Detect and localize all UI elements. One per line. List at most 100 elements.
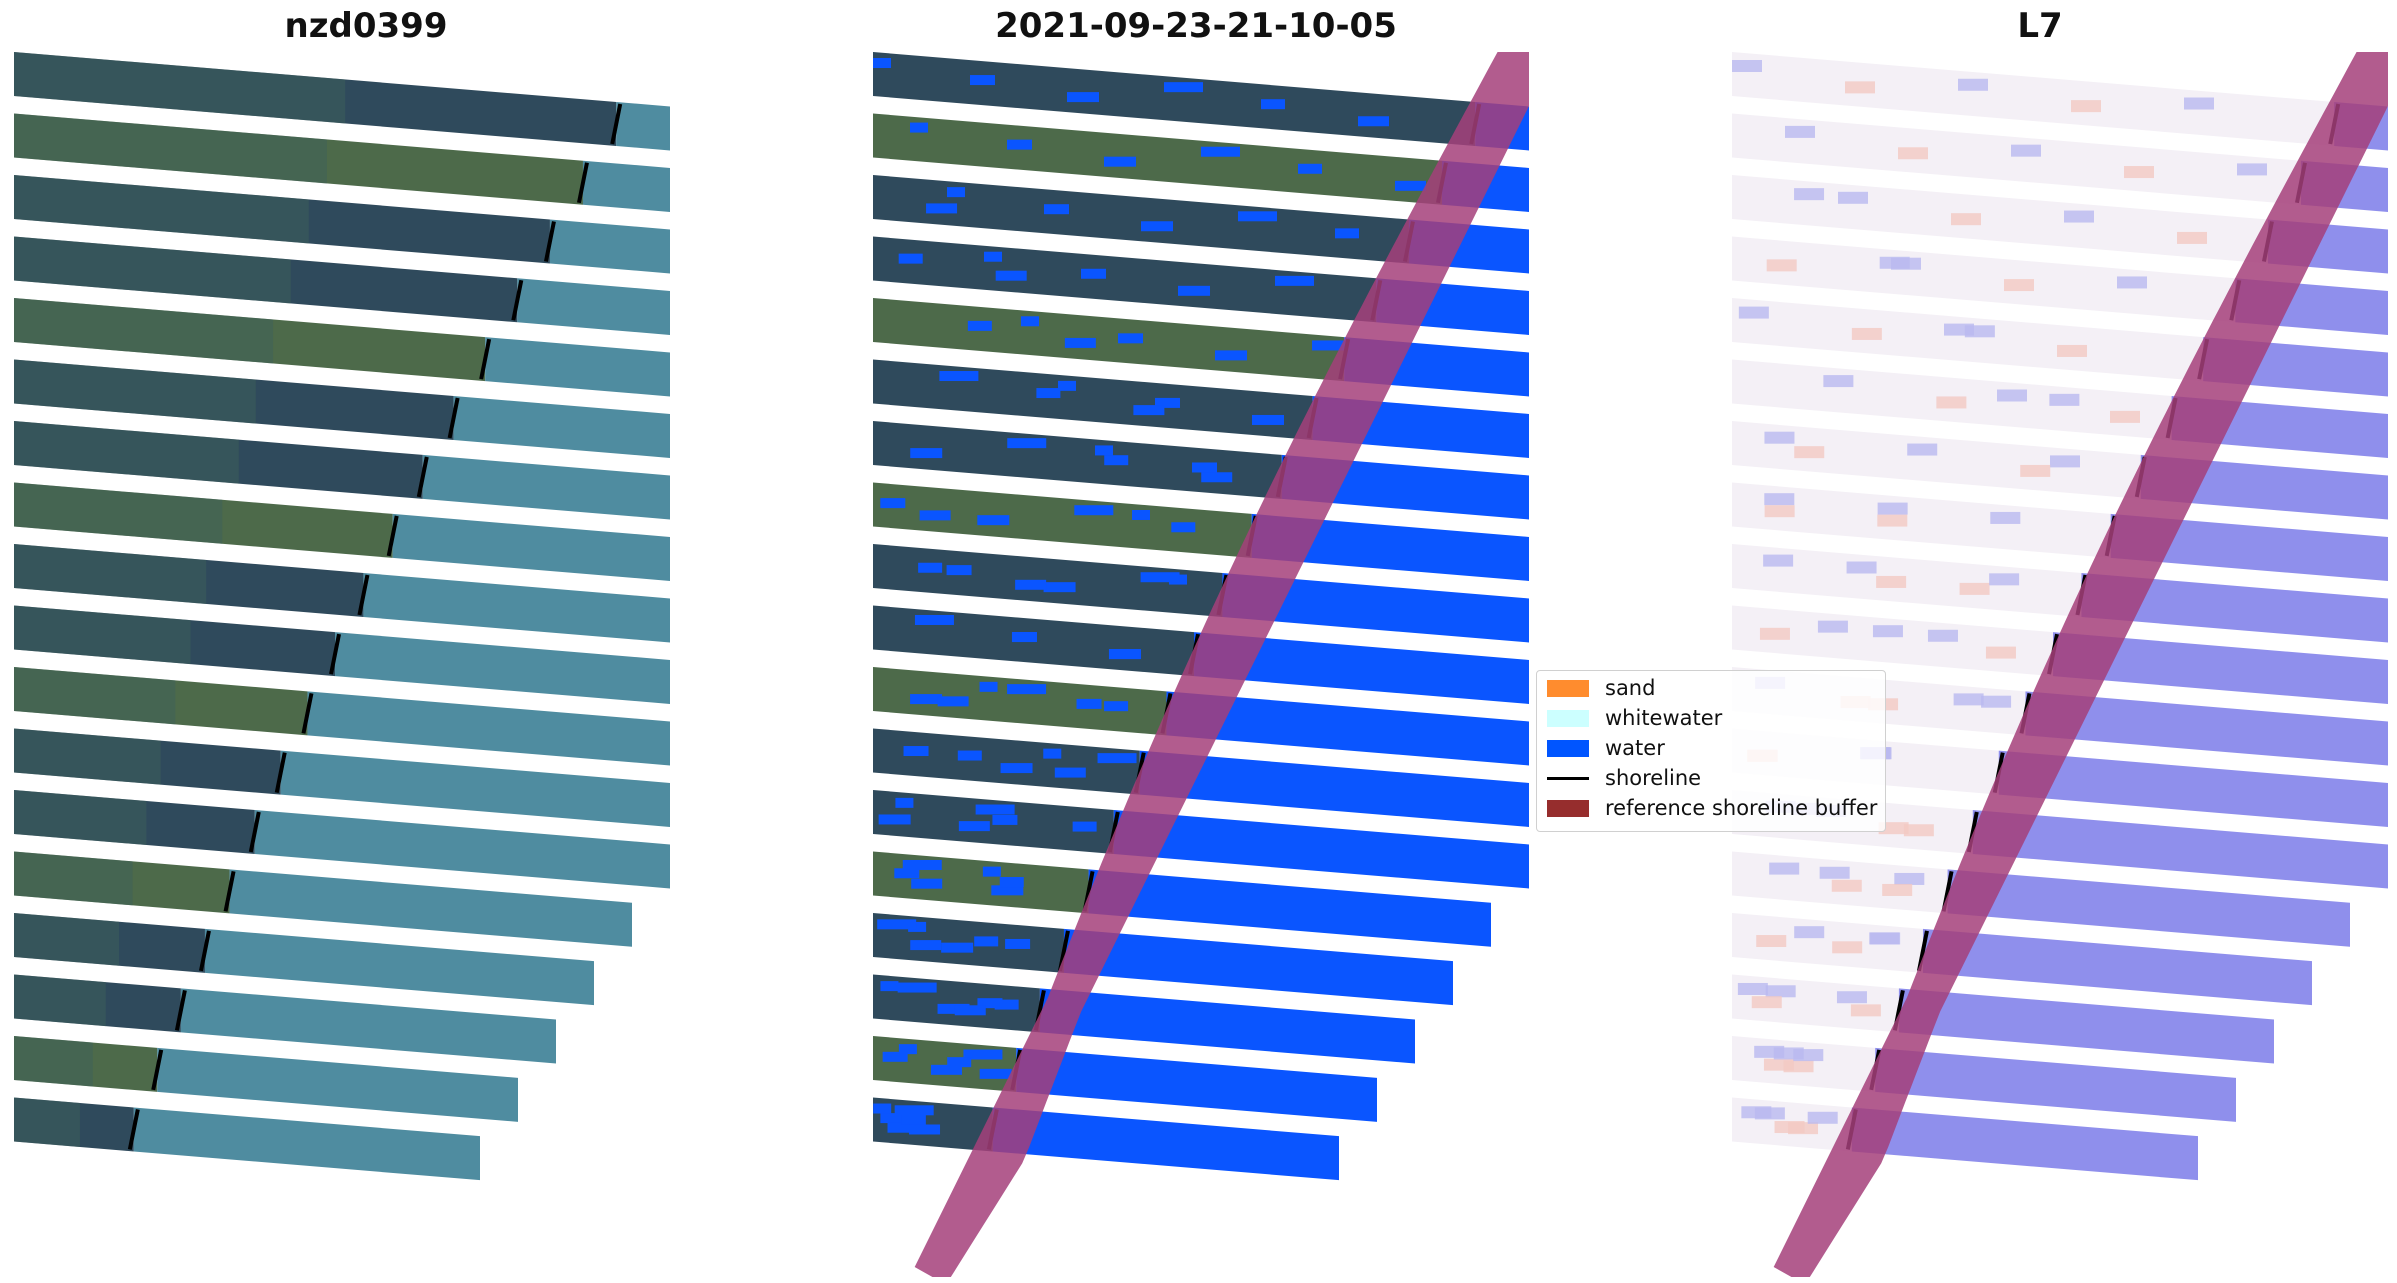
sea-area [485, 337, 670, 397]
water-patch [901, 1114, 926, 1125]
water-patch [947, 187, 965, 198]
image-strip [14, 913, 594, 1006]
water-patch [1074, 505, 1114, 516]
index-patch [1836, 991, 1867, 1004]
water-patch [882, 1051, 908, 1062]
water-index-area [1851, 1107, 2198, 1181]
image-strip [873, 851, 1491, 947]
index-patch [1958, 78, 1988, 91]
water-patch [910, 448, 943, 459]
index-patch [1831, 879, 1862, 892]
image-strip [873, 605, 1529, 704]
image-strip [14, 1036, 518, 1122]
water-patch [1238, 211, 1277, 222]
water-patch [1036, 388, 1061, 399]
water-index-area [1972, 809, 2388, 889]
land-area [873, 359, 1313, 440]
legend-label: shoreline [1605, 766, 1702, 790]
water-patch [1081, 268, 1106, 279]
image-strip [14, 421, 670, 520]
index-patch [1936, 396, 1967, 409]
water-patch [1252, 414, 1284, 425]
index-patch [1927, 629, 1958, 642]
water-area [1063, 928, 1453, 1006]
classified-image [873, 52, 1529, 1277]
shoreline-segment [447, 397, 460, 439]
land-index-area [1732, 113, 2301, 205]
water-patch [1140, 572, 1180, 583]
index-patch [1877, 502, 1908, 515]
land-area [873, 421, 1282, 499]
shoreline-segment [199, 930, 211, 972]
shoreline-segment [151, 1049, 164, 1091]
water-patch [1358, 116, 1389, 127]
index-patch [1785, 125, 1815, 138]
water-patch [914, 614, 954, 625]
land-texture [14, 790, 147, 845]
water-patch [873, 1103, 892, 1114]
sea-area [616, 101, 670, 151]
index-patch [1732, 60, 1762, 72]
land-index-area [1732, 482, 2111, 558]
index-patch [2011, 144, 2041, 157]
land-texture [14, 359, 256, 424]
index-patch [1838, 191, 1868, 204]
land-texture [14, 175, 309, 244]
panel-title-rgb: nzd0399 [284, 6, 448, 46]
land-area [873, 175, 1409, 264]
sea-area [254, 809, 670, 889]
legend-item-shoreline: shoreline [1547, 763, 1701, 793]
legend-label: sand [1605, 676, 1656, 700]
water-patch [1043, 748, 1062, 759]
water-patch [1335, 228, 1359, 239]
image-strip [1732, 359, 2388, 458]
water-patch [918, 562, 943, 573]
image-strip [14, 790, 670, 889]
buffer-swatch [1547, 799, 1589, 817]
image-strip [14, 359, 670, 458]
water-index-area [2110, 513, 2388, 581]
water-patch [1072, 821, 1097, 832]
water-patch [975, 804, 1015, 815]
image-strip [14, 667, 670, 766]
index-patch [1882, 883, 1913, 896]
shoreline-segment [301, 692, 314, 734]
index-patch [1872, 625, 1903, 638]
land-texture [14, 298, 274, 364]
land-texture [14, 1097, 80, 1147]
index-patch [2050, 455, 2080, 468]
land-area [873, 667, 1167, 736]
index-patch [1794, 446, 1825, 459]
land-texture [14, 974, 106, 1027]
sand-swatch [1547, 679, 1589, 697]
water-area [1088, 869, 1491, 947]
index-patch [1794, 926, 1825, 939]
legend-item-whitewater: whitewater [1547, 703, 1722, 733]
image-strip [873, 913, 1453, 1006]
shoreline-segment [416, 456, 429, 498]
land-texture [14, 52, 346, 124]
sea-area [453, 395, 670, 458]
water-patch [982, 866, 1001, 877]
sea-area [157, 1047, 518, 1122]
image-strip [14, 974, 556, 1064]
water-patch [894, 868, 920, 879]
water-patch [974, 936, 999, 947]
water-patch [1298, 163, 1322, 174]
index-patch [1990, 511, 2021, 524]
image-strip [1732, 482, 2388, 581]
image-strip [873, 1097, 1339, 1181]
whitewater-swatch [1547, 709, 1589, 727]
water-patch [910, 122, 928, 133]
index-patch [1764, 493, 1795, 506]
water-index-area [1922, 928, 2312, 1006]
sea-area [363, 573, 670, 643]
water-patch [873, 58, 891, 68]
index-patch [2057, 344, 2087, 357]
index-patch [1964, 325, 1995, 338]
water-patch [1133, 405, 1165, 416]
index-patch [1850, 1004, 1881, 1017]
index-patch [1741, 1106, 1772, 1119]
sea-area [422, 454, 670, 520]
shoreline-segment [329, 633, 341, 675]
